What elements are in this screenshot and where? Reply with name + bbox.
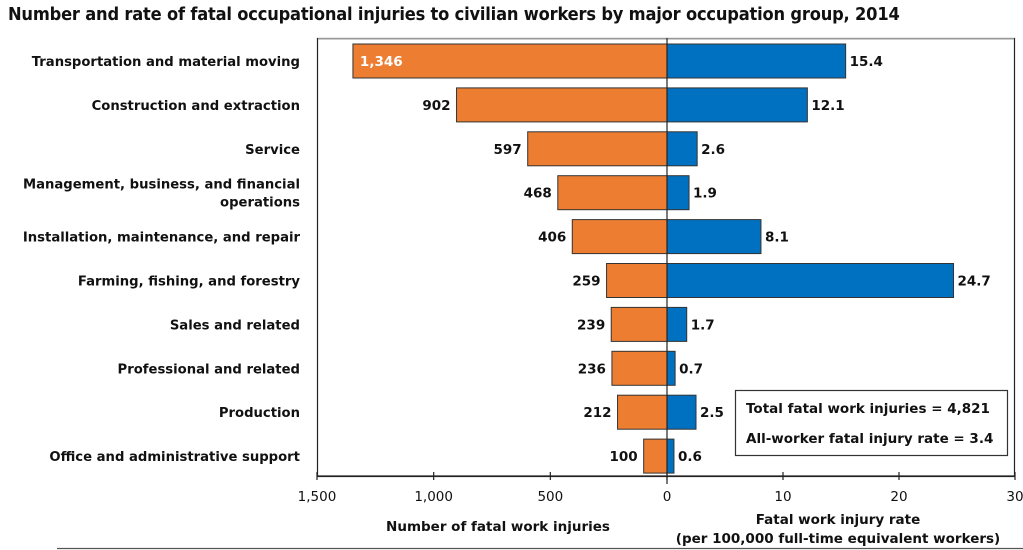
x-tick-label: 1,500 bbox=[298, 489, 337, 505]
category-label: Professional and related bbox=[118, 362, 300, 377]
injury-count-bar bbox=[557, 175, 668, 211]
injury-rate-bars bbox=[666, 43, 955, 474]
x-axis-ticks: 1,500 1,000 500 0 10 20 30 bbox=[298, 472, 1023, 505]
injury-count-bar bbox=[352, 43, 668, 79]
plot-frame-top-shade bbox=[318, 38, 1014, 40]
injury-count-value-label: 239 bbox=[577, 317, 605, 333]
injury-rate-bar bbox=[666, 394, 697, 430]
injury-count-value-label: 1,346 bbox=[360, 54, 403, 70]
chart-title: Number and rate of fatal occupational in… bbox=[8, 5, 900, 25]
injury-count-bar bbox=[606, 263, 668, 298]
injury-count-bars bbox=[352, 43, 668, 474]
injury-rate-bar bbox=[666, 87, 808, 123]
x-tick-label: 1,000 bbox=[414, 489, 453, 505]
category-label: Farming, fishing, and forestry bbox=[78, 275, 301, 290]
injury-rate-bar bbox=[666, 175, 690, 211]
injury-rate-bar bbox=[666, 263, 955, 298]
injury-count-value-label: 597 bbox=[494, 142, 522, 158]
annotation-total-injuries: Total fatal work injuries = 4,821 bbox=[746, 401, 990, 417]
injury-rate-bar bbox=[666, 219, 762, 255]
injury-rate-value-label: 1.7 bbox=[691, 317, 715, 333]
injury-count-value-label: 236 bbox=[578, 361, 606, 377]
category-label: Construction and extraction bbox=[92, 99, 300, 114]
x-tick-label: 10 bbox=[774, 489, 791, 505]
x-tick-label: 500 bbox=[537, 489, 563, 505]
category-label: Installation, maintenance, and repair bbox=[23, 231, 301, 246]
injury-count-value-label: 212 bbox=[583, 405, 611, 421]
injury-count-value-label: 468 bbox=[524, 186, 552, 202]
injury-rate-bar bbox=[666, 306, 688, 342]
injury-rate-value-label: 1.9 bbox=[693, 186, 717, 202]
right-axis-title-line-1: Fatal work injury rate bbox=[756, 512, 921, 528]
category-labels: Transportation and material moving Constr… bbox=[23, 55, 301, 465]
injury-rate-bar bbox=[666, 43, 847, 79]
injury-rate-value-label: 24.7 bbox=[958, 274, 991, 290]
category-label: Production bbox=[219, 406, 300, 421]
injury-rate-value-label: 8.1 bbox=[765, 230, 789, 246]
injury-count-bar bbox=[571, 219, 668, 255]
x-tick-label: 0 bbox=[663, 489, 672, 505]
annotation-all-worker-rate: All-worker fatal injury rate = 3.4 bbox=[746, 431, 993, 447]
injury-rate-bar bbox=[666, 350, 676, 386]
injury-count-bar bbox=[456, 87, 668, 123]
category-label: operations bbox=[220, 196, 300, 211]
injury-rate-value-label: 2.6 bbox=[701, 142, 725, 158]
injury-rate-value-label: 15.4 bbox=[850, 54, 883, 70]
annotation-frame bbox=[734, 389, 1009, 457]
injury-rate-value-label: 12.1 bbox=[811, 98, 844, 114]
injury-rate-value-label: 0.6 bbox=[678, 449, 702, 465]
injury-count-bar bbox=[617, 394, 668, 430]
injury-count-bar bbox=[643, 438, 668, 474]
injury-count-value-label: 406 bbox=[538, 230, 566, 246]
injury-count-bar bbox=[527, 131, 668, 167]
injury-count-bar bbox=[611, 350, 668, 386]
category-label: Management, business, and financial bbox=[23, 178, 300, 193]
totals-annotation-box: Total fatal work injuries = 4,821 All-wo… bbox=[734, 389, 1009, 457]
left-axis-title: Number of fatal work injuries bbox=[386, 519, 610, 535]
injury-count-value-label: 259 bbox=[572, 274, 600, 290]
injury-rate-bar bbox=[666, 438, 675, 474]
category-label: Office and administrative support bbox=[49, 450, 300, 465]
x-tick-label: 20 bbox=[890, 489, 907, 505]
injury-count-bar bbox=[610, 306, 668, 342]
injury-count-value-label: 902 bbox=[422, 98, 450, 114]
value-labels: 1,346 15.4 902 12.1 597 2.6 468 1.9 406 8.1 259 24.… bbox=[360, 54, 991, 465]
injury-count-value-label: 100 bbox=[609, 449, 637, 465]
category-label: Service bbox=[245, 143, 300, 158]
injury-rate-value-label: 2.5 bbox=[700, 405, 724, 421]
injury-rate-value-label: 0.7 bbox=[679, 361, 703, 377]
category-label: Transportation and material moving bbox=[32, 55, 300, 70]
x-tick-label: 30 bbox=[1006, 489, 1023, 505]
category-label: Sales and related bbox=[170, 318, 300, 333]
injury-rate-bar bbox=[666, 131, 698, 167]
right-axis-title-line-2: (per 100,000 full-time equivalent worker… bbox=[676, 531, 1000, 547]
